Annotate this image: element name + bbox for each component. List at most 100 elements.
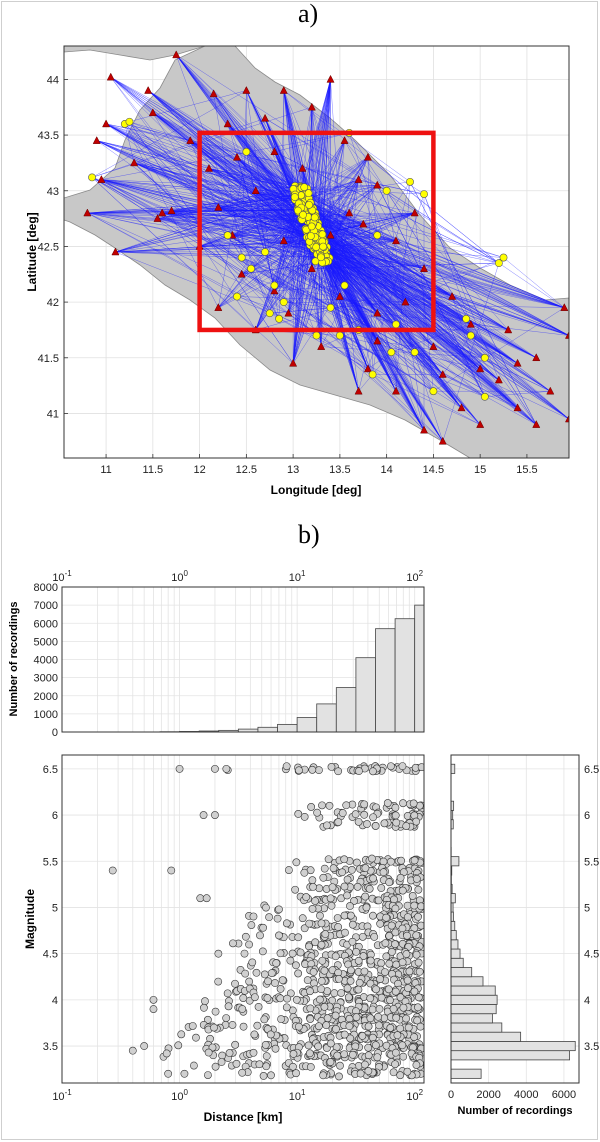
- station-marker: [391, 236, 401, 245]
- scatter-point: [398, 886, 407, 895]
- scatter-point: [217, 1058, 226, 1066]
- scatter-point: [305, 919, 314, 928]
- scatter-point: [267, 1071, 275, 1080]
- scatter-point: [381, 939, 390, 948]
- scatter-point: [354, 985, 363, 994]
- event-marker: [261, 248, 269, 256]
- mag-hist-bar: [450, 1004, 497, 1015]
- dist-hist-top-tick-label: 10-1: [52, 569, 72, 584]
- scatter-point: [188, 1022, 197, 1030]
- scatter-point: [399, 1052, 408, 1061]
- map-y-label: Latitude [deg]: [25, 212, 39, 291]
- station-marker: [102, 119, 111, 128]
- event-marker: [382, 186, 391, 195]
- dist-hist-y-tick-label: 2000: [34, 691, 58, 703]
- mag-hist-y-tick-label: 3.5: [584, 1041, 599, 1053]
- map-x-tick-label: 14.5: [423, 464, 444, 476]
- event-marker: [279, 298, 288, 307]
- scatter-point: [286, 989, 295, 998]
- distance-histogram-top-ticks: 10-1 100 101 102: [52, 569, 423, 584]
- scatter-y-tick-label: 6.5: [43, 764, 58, 776]
- scatter-point: [225, 1049, 234, 1057]
- scatter-point: [392, 1013, 401, 1022]
- map-x-tick-label: 11: [100, 464, 111, 476]
- scatter-point: [399, 1003, 408, 1012]
- scatter-point: [238, 1005, 247, 1013]
- scatter-point: [334, 975, 343, 983]
- scatter-point: [358, 1032, 367, 1040]
- scatter-point: [391, 987, 400, 996]
- mag-hist-bar: [450, 920, 456, 931]
- scatter-point: [231, 1040, 240, 1049]
- scatter-point: [326, 1039, 335, 1048]
- event-marker: [387, 348, 396, 357]
- mag-hist-y-tick-label: 5: [584, 902, 590, 914]
- dist-hist-y-tick-label: 7000: [34, 600, 58, 612]
- station-marker: [307, 102, 316, 111]
- scatter-point: [316, 911, 324, 920]
- scatter-point: [330, 989, 339, 998]
- map-x-tick-label: 14: [381, 464, 393, 476]
- scatter-point: [340, 1030, 349, 1039]
- scatter-point: [249, 912, 258, 921]
- scatter-point: [352, 858, 361, 867]
- scatter-point: [396, 1071, 405, 1080]
- event-marker: [480, 392, 489, 401]
- scatter-point: [412, 931, 421, 940]
- scatter-point: [413, 1016, 422, 1025]
- scatter-point: [306, 987, 314, 996]
- dist-hist-bar: [375, 628, 396, 733]
- event-marker: [317, 253, 325, 262]
- map-x-ticks: 11 11.5 12 12.5 13 13.5 14 14.5 15 15.5: [100, 454, 538, 476]
- map-x-tick-label: 13: [287, 464, 299, 476]
- station-marker: [354, 386, 363, 395]
- mag-hist-bar: [450, 1013, 493, 1024]
- station-marker: [242, 85, 251, 94]
- map-stations: [83, 50, 569, 445]
- station-marker: [289, 358, 298, 367]
- scatter-point: [344, 993, 353, 1002]
- event-marker: [290, 193, 299, 201]
- scatter-point: [354, 956, 363, 965]
- scatter-point: [383, 799, 392, 807]
- scatter-point: [240, 949, 249, 958]
- scatter-point: [355, 767, 363, 775]
- event-marker: [420, 190, 428, 198]
- scatter-point: [314, 1022, 323, 1031]
- scatter-point: [369, 911, 377, 920]
- scatter-point: [385, 959, 394, 968]
- scatter-point: [408, 892, 417, 900]
- scatter-point: [391, 928, 400, 937]
- scatter-y-tick-label: 3.5: [43, 1041, 58, 1053]
- scatter-point: [294, 969, 303, 978]
- scatter-point: [211, 811, 219, 819]
- scatter-point: [336, 1061, 344, 1070]
- scatter-point: [300, 868, 309, 877]
- scatter-point: [190, 1061, 198, 1070]
- dist-hist-bar: [277, 723, 298, 733]
- scatter-point: [222, 764, 231, 773]
- scatter-point: [369, 813, 378, 822]
- scatter-point: [252, 968, 261, 977]
- scatter-y-tick-label: 4.5: [43, 949, 58, 961]
- scatter-point: [375, 1021, 383, 1030]
- scatter-point: [306, 1063, 315, 1071]
- event-marker: [294, 206, 302, 215]
- scatter-point: [317, 977, 326, 985]
- scatter-point: [331, 1011, 340, 1020]
- scatter-point: [303, 976, 312, 985]
- scatter-point: [262, 903, 270, 912]
- event-marker: [265, 309, 274, 318]
- event-marker: [340, 281, 349, 290]
- mag-hist-bar: [450, 994, 498, 1005]
- scatter-point: [323, 821, 331, 830]
- dist-hist-bar: [257, 726, 278, 733]
- scatter-point: [282, 919, 291, 928]
- station-marker: [532, 353, 541, 362]
- mag-hist-y-tick-label: 6: [584, 810, 590, 822]
- event-marker: [368, 370, 377, 379]
- scatter-y-label: Magnitude: [23, 889, 37, 949]
- station-marker: [214, 202, 223, 211]
- station-marker: [326, 230, 335, 239]
- mag-hist-bar: [450, 930, 457, 941]
